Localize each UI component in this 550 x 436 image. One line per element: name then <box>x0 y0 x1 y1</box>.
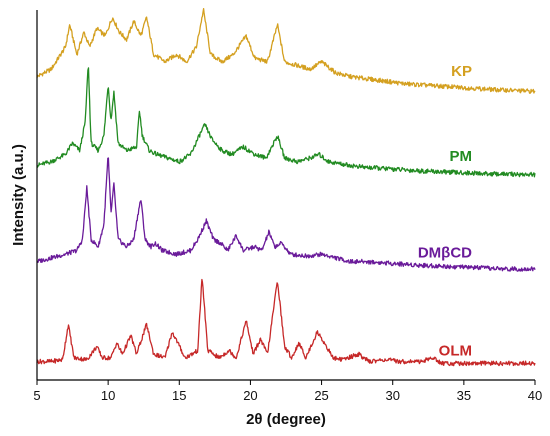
x-tick-label: 15 <box>172 388 186 403</box>
x-tick-label: 30 <box>385 388 399 403</box>
series-label: OLM <box>439 342 472 359</box>
x-ticks: 5 10 15 20 25 30 35 40 <box>33 380 542 403</box>
x-tick-label: 5 <box>33 388 40 403</box>
series-label: PM <box>450 148 473 165</box>
x-axis-title: 2θ (degree) <box>246 411 326 428</box>
series-line-olm <box>36 278 536 367</box>
traces <box>36 7 536 367</box>
x-tick-label: 20 <box>243 388 257 403</box>
series-line-kp <box>36 7 536 94</box>
x-tick-label: 40 <box>528 388 542 403</box>
series-line-pm <box>36 67 536 178</box>
series-label: KP <box>451 63 472 80</box>
y-axis-title: Intensity (a.u.) <box>10 144 27 246</box>
series-line-dmcd <box>36 157 536 272</box>
x-tick-label: 35 <box>457 388 471 403</box>
series-labels: KP PM DMβCD OLM <box>418 63 472 359</box>
x-tick-label: 10 <box>101 388 115 403</box>
series-label: DMβCD <box>418 244 472 261</box>
x-tick-label: 25 <box>314 388 328 403</box>
